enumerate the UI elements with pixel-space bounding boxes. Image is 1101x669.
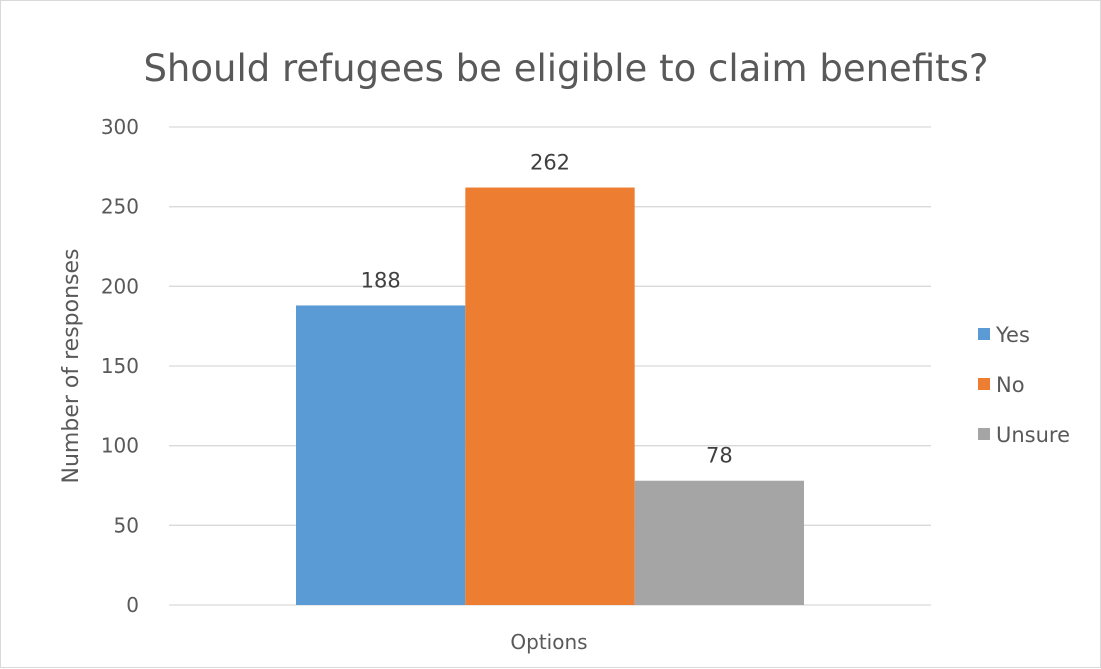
legend-label-unsure: Unsure [996, 423, 1070, 447]
legend: Yes No Unsure [978, 323, 1070, 447]
data-label-unsure: 78 [706, 444, 733, 468]
y-axis-title: Number of responses [59, 249, 84, 484]
bar-unsure [634, 480, 804, 605]
legend-label-yes: Yes [995, 323, 1030, 347]
y-tick-label: 150 [101, 354, 139, 378]
bar-yes [296, 305, 466, 605]
data-labels: 188 262 78 [361, 151, 733, 468]
data-label-no: 262 [530, 151, 570, 175]
y-tick-label: 100 [101, 434, 139, 458]
y-tick-label: 0 [126, 593, 139, 617]
legend-label-no: No [996, 373, 1025, 397]
data-label-yes: 188 [361, 268, 401, 292]
x-axis-title: Options [510, 630, 587, 654]
y-tick-label: 200 [101, 274, 139, 298]
legend-swatch-no [978, 378, 990, 390]
bars [296, 187, 804, 605]
legend-swatch-unsure [978, 428, 990, 440]
y-axis-ticks: 0 50 100 150 200 250 300 [101, 115, 139, 617]
y-tick-label: 250 [101, 195, 139, 219]
chart-title: Should refugees be eligible to claim ben… [143, 47, 988, 90]
legend-swatch-yes [978, 328, 990, 340]
bar-no [465, 187, 635, 605]
y-tick-label: 300 [101, 115, 139, 139]
y-tick-label: 50 [114, 513, 139, 537]
